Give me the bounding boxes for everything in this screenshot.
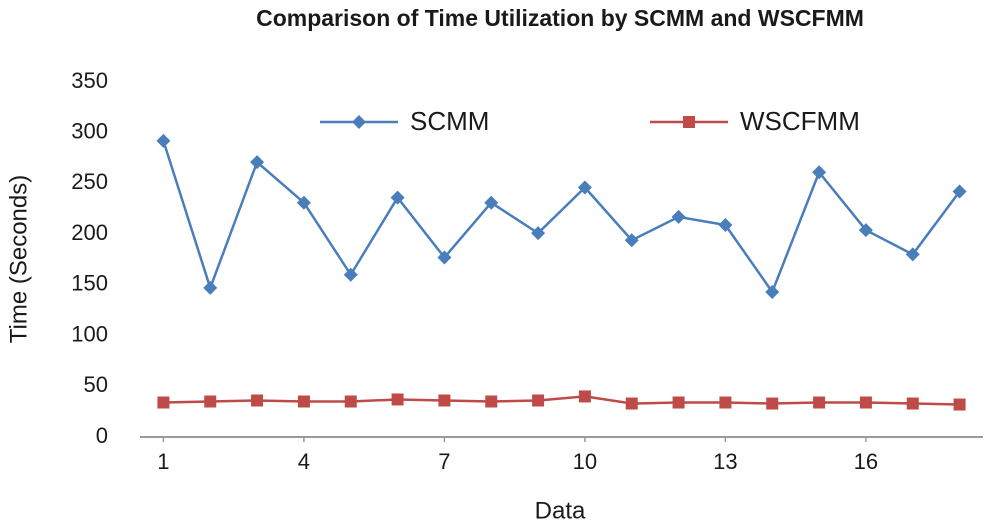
x-tick-label: 1 [157, 449, 169, 474]
marker [203, 280, 218, 295]
y-tick-label: 300 [71, 119, 108, 144]
marker [952, 184, 967, 199]
marker [766, 397, 779, 410]
legend-label: WSCFMM [740, 106, 860, 136]
x-tick-label: 16 [854, 449, 878, 474]
marker [391, 393, 404, 406]
marker [297, 395, 310, 408]
marker [157, 396, 170, 409]
y-tick-label: 100 [71, 321, 108, 346]
marker [578, 390, 591, 403]
chart-title: Comparison of Time Utilization by SCMM a… [256, 5, 864, 31]
marker [296, 195, 311, 210]
marker [765, 284, 780, 299]
marker [672, 396, 685, 409]
marker [718, 218, 733, 233]
x-tick-label: 7 [438, 449, 450, 474]
marker [250, 155, 265, 170]
marker [905, 247, 920, 262]
series-line [163, 395, 960, 406]
marker [953, 398, 966, 411]
y-tick-label: 150 [71, 271, 108, 296]
marker [577, 180, 592, 195]
series-line [162, 140, 961, 295]
x-tick-label: 4 [298, 449, 310, 474]
marker [812, 165, 827, 180]
marker [352, 115, 366, 129]
y-tick-label: 350 [71, 68, 108, 93]
marker [906, 397, 919, 410]
marker [438, 394, 451, 407]
marker [390, 190, 405, 205]
marker [531, 226, 546, 241]
y-axis-title: Time (Seconds) [5, 175, 32, 344]
marker [813, 396, 826, 409]
marker [251, 394, 264, 407]
x-tick-label: 13 [713, 449, 737, 474]
y-tick-label: 250 [71, 169, 108, 194]
marker [719, 396, 732, 409]
marker [485, 395, 498, 408]
marker [437, 250, 452, 265]
marker [859, 396, 872, 409]
marker [858, 223, 873, 238]
marker [344, 395, 357, 408]
marker [204, 395, 217, 408]
marker [484, 195, 499, 210]
marker [156, 133, 171, 148]
marker [532, 394, 545, 407]
legend-label: SCMM [410, 106, 489, 136]
marker [625, 397, 638, 410]
y-tick-label: 50 [84, 372, 108, 397]
x-tick-label: 10 [573, 449, 597, 474]
y-tick-label: 0 [96, 423, 108, 448]
marker [343, 267, 358, 282]
marker [624, 233, 639, 248]
y-tick-label: 200 [71, 220, 108, 245]
x-axis-title: Data [535, 497, 586, 524]
marker [671, 209, 686, 224]
marker [683, 116, 695, 128]
